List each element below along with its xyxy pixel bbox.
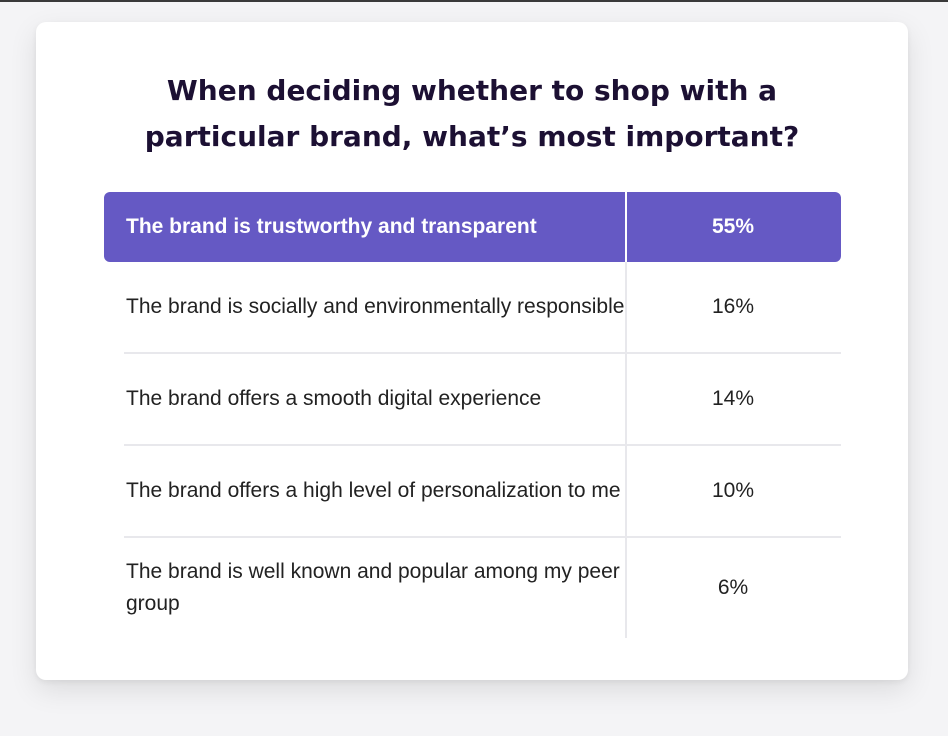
row-value: 6%: [717, 576, 749, 599]
row-value: 14%: [711, 387, 755, 410]
table-row: The brand offers a smooth digital experi…: [124, 354, 841, 446]
row-value: 55%: [711, 215, 755, 238]
row-value: 16%: [711, 295, 755, 318]
row-label: The brand offers a smooth digital experi…: [126, 387, 542, 410]
chart-card: When deciding whether to shop with a par…: [36, 22, 908, 680]
top-rule: [0, 0, 948, 2]
results-table: The brand is trustworthy and transparent…: [104, 192, 841, 638]
row-value: 10%: [711, 479, 755, 502]
row-label: The brand is socially and environmentall…: [126, 295, 625, 318]
chart-title-line-2: particular brand, what’s most important?: [144, 120, 800, 153]
table-row: The brand offers a high level of persona…: [124, 446, 841, 538]
table-row: The brand is socially and environmentall…: [124, 262, 841, 354]
header-divider: [625, 192, 627, 262]
column-divider: [625, 192, 627, 638]
table-row-highlighted: The brand is trustworthy and transparent…: [104, 192, 841, 262]
row-label: The brand is trustworthy and transparent: [126, 215, 537, 238]
row-label: The brand is well known and popular amon…: [126, 560, 620, 615]
chart-title-line-1: When deciding whether to shop with a: [166, 74, 778, 107]
chart-title: When deciding whether to shop with a par…: [36, 68, 908, 160]
table-row: The brand is well known and popular amon…: [124, 538, 841, 638]
row-label: The brand offers a high level of persona…: [126, 479, 621, 502]
